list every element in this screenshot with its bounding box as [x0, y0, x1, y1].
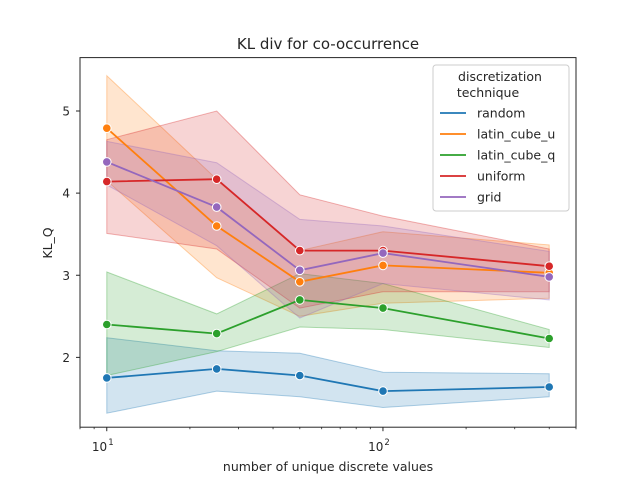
legend-label-grid: grid: [477, 190, 501, 205]
legend-box: [432, 64, 570, 212]
data-point-uniform: [295, 245, 305, 256]
x-axis-ticks: 101 102: [79, 427, 577, 454]
data-point-grid: [544, 272, 555, 282]
data-point-grid: [378, 248, 388, 258]
legend-label-latin_cube_q: latin_cube_q: [477, 148, 555, 163]
y-axis-label: KL_Q: [40, 227, 55, 258]
x-tick-label: 101: [92, 438, 114, 454]
data-point-grid: [102, 157, 112, 167]
ci-band-random: [106, 337, 550, 414]
legend-label-latin_cube_u: latin_cube_u: [477, 127, 555, 142]
data-point-latin_cube_q: [102, 319, 112, 330]
data-point-random: [295, 370, 305, 381]
plot-frame: [79, 57, 577, 428]
data-point-latin_cube_u: [295, 277, 305, 287]
y-tick-label: 2: [62, 351, 70, 365]
y-tick-label: 3: [62, 269, 70, 283]
data-point-random: [211, 364, 222, 374]
data-point-latin_cube_u: [211, 221, 222, 231]
data-point-latin_cube_u: [378, 260, 388, 271]
data-point-latin_cube_q: [295, 295, 305, 305]
data-point-grid: [295, 265, 305, 276]
x-axis-label: number of unique discrete values: [223, 459, 433, 474]
data-point-uniform: [102, 176, 112, 187]
legend: discretization technique random latin_cub…: [432, 64, 570, 212]
data-point-uniform: [211, 174, 222, 184]
legend-label-random: random: [477, 106, 525, 121]
data-point-uniform: [544, 261, 555, 272]
legend-label-uniform: uniform: [477, 169, 525, 184]
ci-band-grid: [106, 140, 550, 319]
ci-band-uniform: [106, 110, 550, 309]
data-point-grid: [211, 202, 222, 212]
y-axis-ticks: 2 3 4 5: [62, 104, 80, 365]
series-points: [102, 123, 555, 396]
data-point-latin_cube_q: [211, 328, 222, 339]
ci-band-latin_cube_q: [106, 271, 550, 377]
data-point-random: [102, 373, 112, 383]
legend-title-line-2: technique: [457, 85, 520, 100]
chart-title: KL div for co-occurrence: [237, 35, 419, 53]
y-tick-label: 5: [62, 104, 70, 118]
data-point-latin_cube_q: [544, 333, 555, 344]
data-point-latin_cube_u: [102, 123, 112, 133]
legend-title-line-1: discretization: [458, 69, 542, 84]
data-point-random: [544, 382, 555, 392]
y-tick-label: 4: [62, 187, 70, 201]
data-point-latin_cube_q: [378, 303, 388, 313]
data-point-random: [378, 386, 388, 396]
x-tick-label: 102: [368, 438, 390, 454]
